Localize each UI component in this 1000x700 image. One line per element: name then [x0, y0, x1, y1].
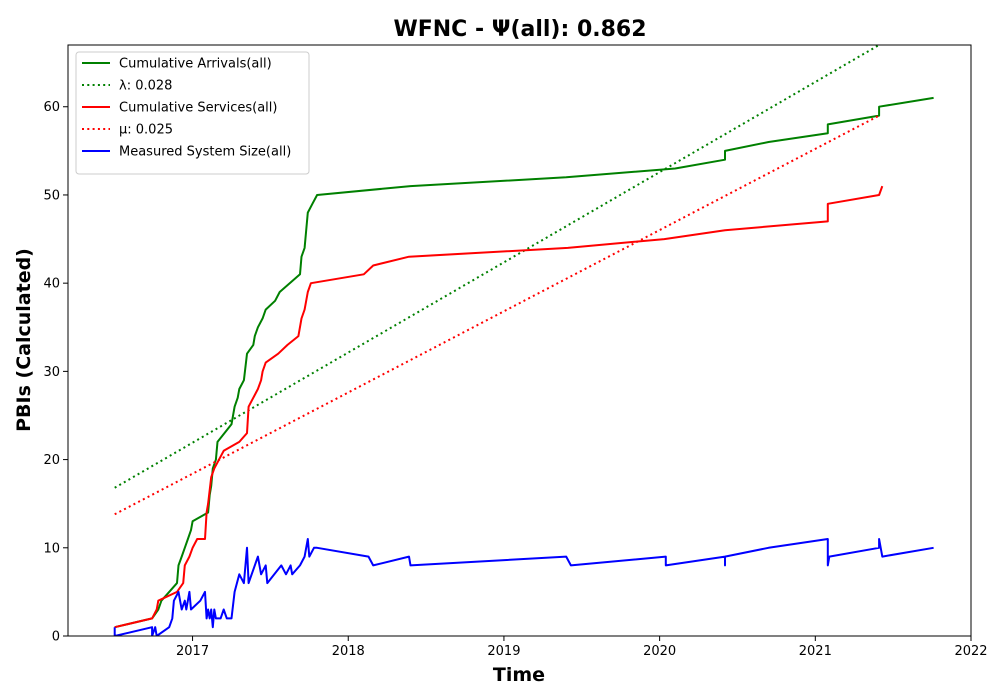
y-tick-label: 30: [43, 365, 60, 380]
series-line-0: [114, 96, 934, 629]
legend-label-3: μ: 0.025: [119, 123, 173, 138]
y-tick-label: 60: [43, 100, 60, 115]
x-axis-label: Time: [493, 664, 545, 686]
series-line-1: [114, 45, 880, 489]
plot-frame: [67, 44, 972, 637]
series-layer: [113, 45, 934, 636]
x-tick-label: 2022: [954, 644, 987, 659]
legend-box: [75, 51, 310, 175]
y-tick-label: 0: [52, 630, 60, 645]
x-tick-label: 2017: [176, 644, 209, 659]
series-line-3: [114, 114, 880, 516]
legend: Cumulative Arrivals(all) λ: 0.028 Cumulati…: [75, 51, 310, 175]
chart-title: WFNC - Ψ(all): 0.862: [393, 17, 646, 42]
legend-label-4: Measured System Size(all): [119, 145, 291, 160]
series-line-2: [114, 185, 884, 629]
y-tick-label: 10: [43, 541, 60, 556]
x-tick-label: 2018: [332, 644, 365, 659]
legend-label-0: Cumulative Arrivals(all): [119, 57, 272, 72]
x-tick-label: 2019: [487, 644, 520, 659]
x-tick-label: 2021: [799, 644, 832, 659]
legend-label-2: Cumulative Services(all): [119, 101, 277, 116]
ticks-layer: 2017 2018 2019 2020 2021 2022 0 10 20 30 40 50 60: [43, 100, 987, 659]
y-tick-label: 20: [43, 453, 60, 468]
legend-label-1: λ: 0.028: [119, 79, 172, 94]
y-tick-label: 50: [43, 188, 60, 203]
x-tick-label: 2020: [643, 644, 676, 659]
y-tick-label: 40: [43, 277, 60, 292]
y-axis-label: PBIs (Calculated): [13, 248, 35, 432]
series-line-4: [113, 538, 934, 636]
